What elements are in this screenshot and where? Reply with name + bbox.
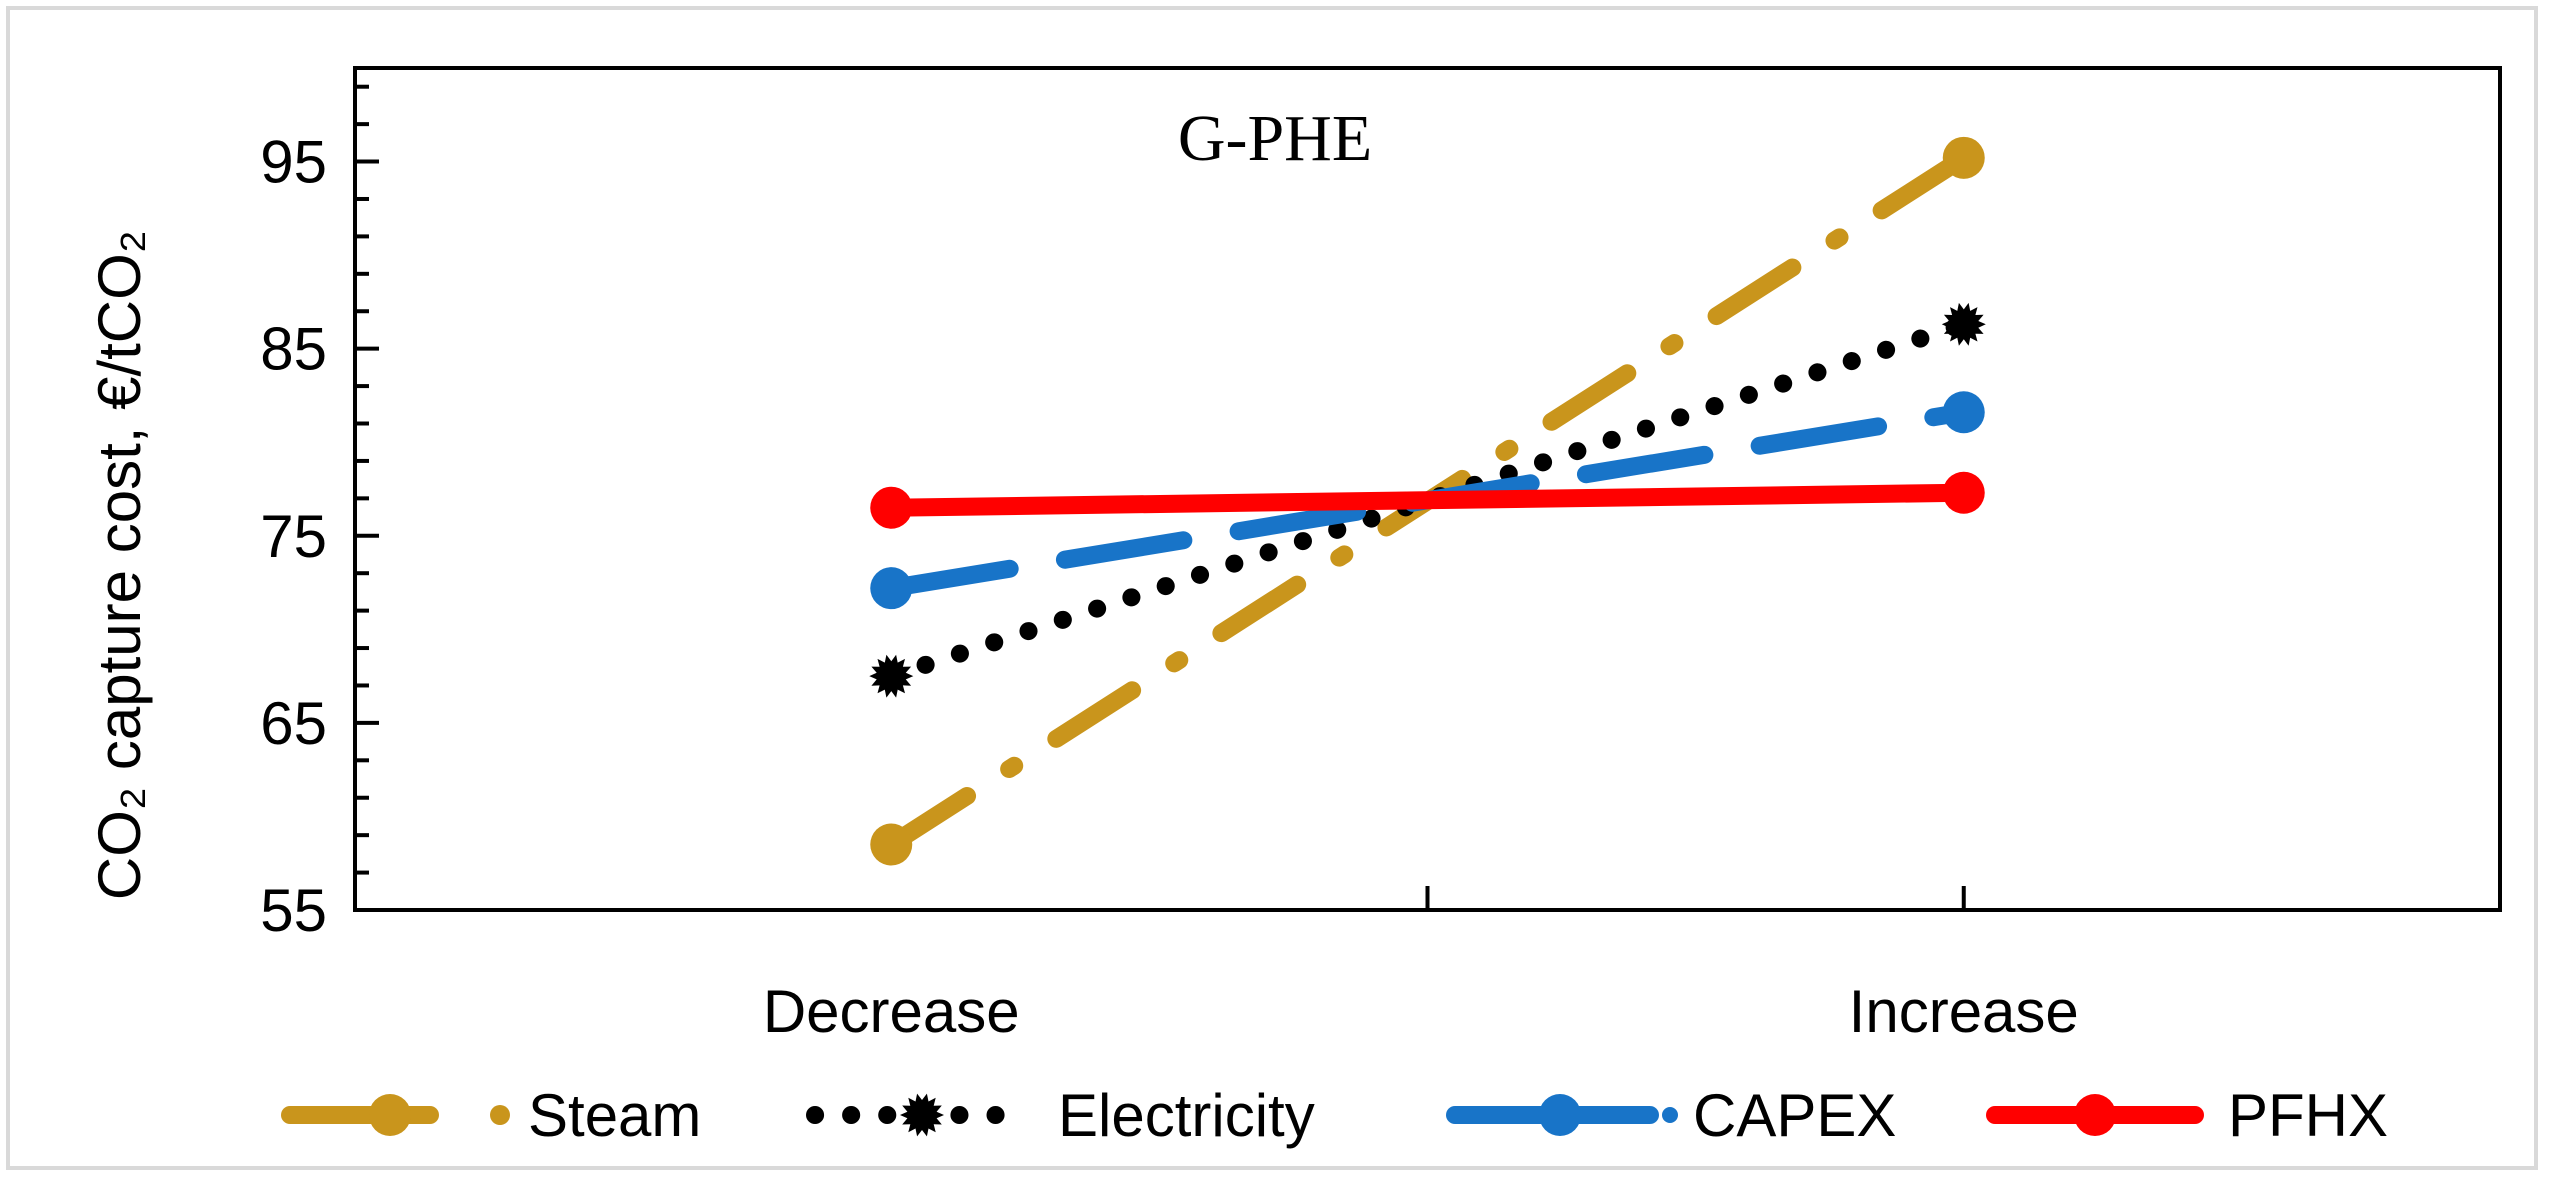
x-tick-label: Increase: [1849, 978, 2079, 1045]
legend-label: PFHX: [2228, 1082, 2388, 1149]
legend-entry-capex: CAPEX: [1446, 1082, 1896, 1149]
legend-label: CAPEX: [1693, 1082, 1896, 1149]
data-point-capex-increase: [1942, 391, 1985, 434]
legend-swatch-dot: [1662, 1107, 1678, 1123]
y-tick-label: 75: [260, 503, 327, 570]
legend-label: Steam: [528, 1082, 701, 1149]
y-axis-label: CO₂ capture cost, €/tCO₂: [86, 230, 153, 900]
plot-area-border: [353, 66, 2502, 912]
legend-entry-pfhx: PFHX: [1986, 1082, 2388, 1149]
axes: 55 65 75 85 95 Decrease Increase: [260, 66, 2502, 1045]
data-point-steam-increase: [1942, 136, 1985, 179]
legend-swatch-marker: [1539, 1094, 1581, 1136]
series-line-electricity: [882, 315, 1973, 686]
legend-entry-electricity: Electricity: [806, 1082, 1315, 1149]
y-tick-label: 55: [260, 877, 327, 944]
legend-swatch-marker: [369, 1094, 411, 1136]
data-point-steam-decrease: [870, 823, 913, 866]
data-point-pfhx-increase: [1942, 471, 1985, 514]
legend-entry-steam: Steam: [281, 1082, 701, 1149]
legend-label: Electricity: [1058, 1082, 1315, 1149]
legend-swatch-marker: [900, 1093, 944, 1137]
y-tick-label: 95: [260, 129, 327, 196]
data-point-electricity-decrease: [869, 654, 914, 698]
data-point-electricity-increase: [1941, 302, 1986, 346]
legend-swatch-dot: [490, 1105, 510, 1125]
x-tick-label: Decrease: [763, 978, 1020, 1045]
y-tick-label: 85: [260, 316, 327, 383]
data-point-pfhx-decrease: [870, 486, 913, 529]
series-electricity: [869, 302, 1986, 698]
data-point-capex-decrease: [870, 567, 913, 610]
chart-title: G-PHE: [1178, 102, 1372, 175]
y-tick-label: 65: [260, 690, 327, 757]
series-pfhx: [870, 471, 1985, 529]
series-line-pfhx: [882, 483, 1973, 517]
series-layer: [869, 136, 1986, 866]
chart-frame: [6, 6, 2538, 1170]
legend: Steam Electricity CAPEX PFHX: [281, 1082, 2388, 1149]
legend-swatch-marker: [2074, 1094, 2116, 1136]
